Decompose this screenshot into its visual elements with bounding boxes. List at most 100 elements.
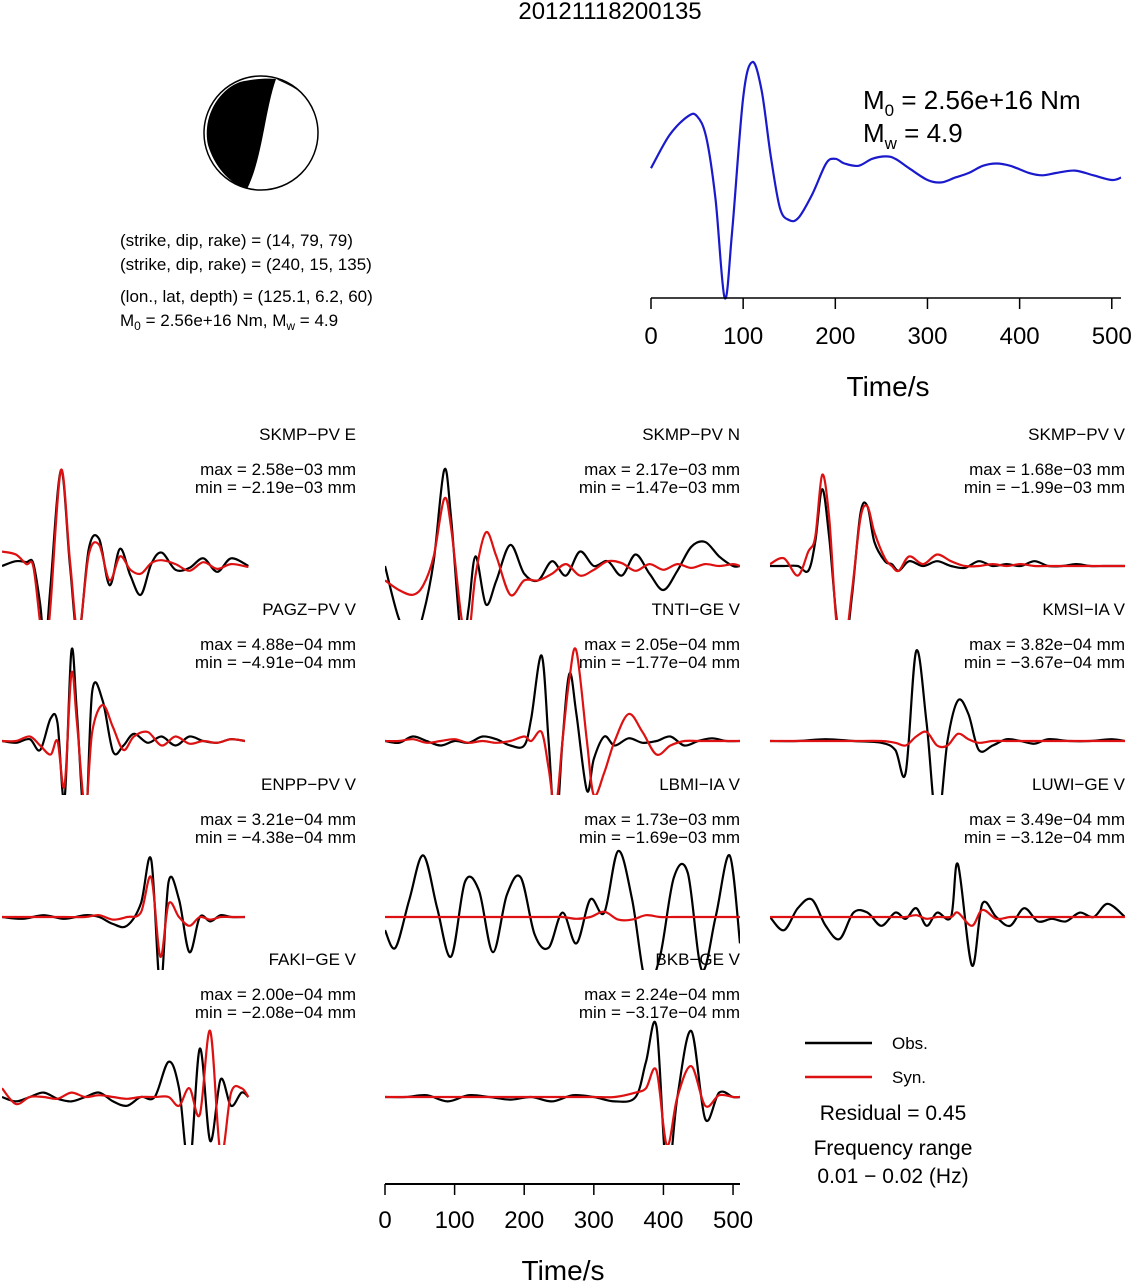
frequency-range-value: 0.01 − 0.02 (Hz) [817, 1165, 968, 1188]
stf-x-tick-label: 100 [723, 323, 763, 350]
min-amplitude-label: min = −1.77e−04 mm [579, 653, 740, 672]
station-label: KMSI−IA V [1042, 600, 1125, 619]
max-amplitude-label: max = 2.24e−04 mm [584, 985, 740, 1004]
synthetic-trace [770, 908, 1125, 927]
synthetic-trace [770, 473, 1125, 620]
observed-trace [385, 1020, 740, 1145]
stf-x-tick-label: 500 [1092, 323, 1132, 350]
max-amplitude-label: max = 3.49e−04 mm [969, 810, 1125, 829]
observed-trace [385, 849, 740, 970]
synthetic-trace [385, 910, 740, 922]
waveform-x-tick-label: 400 [643, 1207, 683, 1234]
max-amplitude-label: max = 1.68e−03 mm [969, 460, 1125, 479]
moment-magnitude-line: M0 = 2.56e+16 Nm, Mw = 4.9 [120, 311, 338, 333]
stf-mw-text: Mw = 4.9 [863, 118, 963, 153]
legend-obs-label: Obs. [892, 1034, 928, 1053]
stf-m0-subscript: 0 [885, 101, 894, 120]
max-amplitude-label: max = 3.21e−04 mm [200, 810, 356, 829]
mw-symbol: M [272, 311, 286, 330]
stf-mw-value: = 4.9 [897, 118, 963, 148]
synthetic-trace [385, 496, 740, 620]
min-amplitude-label: min = −1.47e−03 mm [579, 478, 740, 497]
observed-trace [2, 468, 249, 620]
waveform-x-tick-label: 300 [574, 1207, 614, 1234]
stf-x-axis-label: Time/s [847, 371, 930, 402]
waveform-x-tick-label: 200 [504, 1207, 544, 1234]
observed-trace [2, 856, 245, 970]
station-label: SKMP−PV E [259, 425, 356, 444]
min-amplitude-label: min = −1.69e−03 mm [579, 828, 740, 847]
min-amplitude-label: min = −2.19e−03 mm [195, 478, 356, 497]
legend: Obs. Syn. Residual = 0.45 Frequency rang… [805, 1034, 972, 1188]
station-label: ENPP−PV V [261, 775, 357, 794]
nodal-plane-2: (strike, dip, rake) = (240, 15, 135) [120, 255, 372, 274]
station-label: SKMP−PV V [1028, 425, 1126, 444]
station-label: SKMP−PV N [642, 425, 740, 444]
mechanism-info: (strike, dip, rake) = (14, 79, 79) (stri… [120, 231, 373, 333]
station-label: LBMI−IA V [659, 775, 740, 794]
waveform-x-tick-label: 100 [435, 1207, 475, 1234]
observed-trace [770, 649, 1125, 795]
observed-trace [2, 647, 246, 795]
station-label: BKB−GE V [655, 950, 740, 969]
synthetic-trace [2, 670, 246, 795]
location-depth: (lon., lat, depth) = (125.1, 6.2, 60) [120, 287, 373, 306]
min-amplitude-label: min = −3.12e−04 mm [964, 828, 1125, 847]
stf-x-tick-label: 0 [644, 323, 657, 350]
station-label: TNTI−GE V [652, 600, 741, 619]
compressional-quadrant-large [206, 78, 276, 189]
waveform-x-tick-label: 0 [378, 1207, 391, 1234]
beachball-diagram [203, 75, 319, 191]
stf-m0-text: M0 = 2.56e+16 Nm [863, 85, 1081, 120]
min-amplitude-label: min = −1.99e−03 mm [964, 478, 1125, 497]
min-amplitude-label: min = −3.17e−04 mm [579, 1003, 740, 1022]
min-amplitude-label: min = −4.91e−04 mm [195, 653, 356, 672]
m0-symbol: M [120, 311, 134, 330]
mw-subscript: w [285, 319, 295, 333]
min-amplitude-label: min = −2.08e−04 mm [195, 1003, 356, 1022]
max-amplitude-label: max = 1.73e−03 mm [584, 810, 740, 829]
stf-m0-symbol: M [863, 85, 885, 115]
max-amplitude-label: max = 4.88e−04 mm [200, 635, 356, 654]
observed-trace [2, 1047, 250, 1145]
stf-m0-value: = 2.56e+16 Nm [894, 85, 1080, 115]
waveform-time-axis: Time/s 0 100 200 300 400 500 [378, 1183, 753, 1283]
waveform-x-tick-label: 500 [713, 1207, 753, 1234]
min-amplitude-label: min = −3.67e−04 mm [964, 653, 1125, 672]
m0-subscript: 0 [134, 319, 141, 333]
synthetic-trace [2, 875, 245, 958]
stf-mw-subscript: w [884, 134, 898, 153]
source-time-function-panel: M0 = 2.56e+16 Nm Mw = 4.9 Time/s 0 100 200… [644, 60, 1132, 402]
max-amplitude-label: max = 2.05e−04 mm [584, 635, 740, 654]
stf-x-tick-label: 200 [815, 323, 855, 350]
max-amplitude-label: max = 2.17e−03 mm [584, 460, 740, 479]
mw-value: = 4.9 [295, 311, 338, 330]
figure-title: 20121118200135 [518, 0, 701, 25]
station-label: PAGZ−PV V [262, 600, 356, 619]
max-amplitude-label: max = 3.82e−04 mm [969, 635, 1125, 654]
station-label: FAKI−GE V [269, 950, 357, 969]
synthetic-trace [2, 468, 249, 620]
synthetic-trace [385, 1065, 740, 1145]
residual-text: Residual = 0.45 [820, 1102, 967, 1125]
stf-x-tick-label: 300 [907, 323, 947, 350]
station-label: LUWI−GE V [1032, 775, 1126, 794]
stf-mw-symbol: M [863, 118, 885, 148]
synthetic-trace [2, 1029, 250, 1145]
observed-trace [770, 862, 1125, 967]
min-amplitude-label: min = −4.38e−04 mm [195, 828, 356, 847]
stf-x-tick-label: 400 [1000, 323, 1040, 350]
m0-value: = 2.56e+16 Nm, [141, 311, 272, 330]
max-amplitude-label: max = 2.00e−04 mm [200, 985, 356, 1004]
